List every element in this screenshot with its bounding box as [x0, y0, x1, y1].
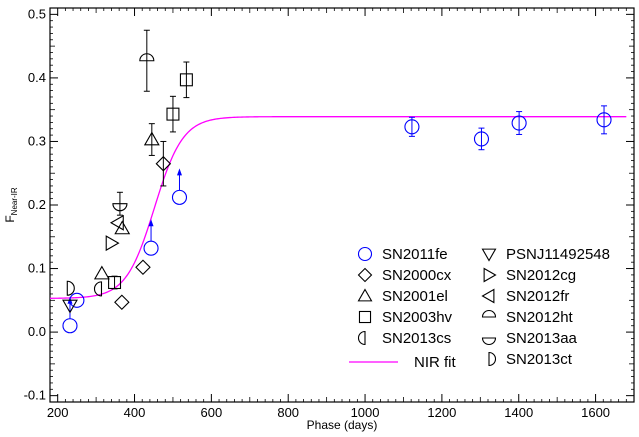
- point-sn2000cx: [155, 155, 172, 172]
- y-tick-label: 0.4: [28, 70, 46, 85]
- point-sn2013ct: [66, 280, 75, 296]
- legend-label-sn2001el: SN2001el: [382, 288, 448, 305]
- lower-limit-arrowhead-sn2011fe: [176, 168, 182, 176]
- x-tick-label: 1600: [581, 405, 610, 420]
- legend-marker-sn2012fr: [481, 288, 495, 304]
- legend-label-sn2000cx: SN2000cx: [382, 267, 452, 284]
- legend-marker-sn2003hv: [358, 310, 372, 324]
- axis-ticks: 200 400 600 800 1000 1200 1400 1600 -0.1 0.0 0.1 0.…: [24, 6, 635, 420]
- point-sn2012fr: [109, 214, 124, 231]
- legend: SN2011fe SN2000cx SN2001el SN2003hv SN2013cs…: [349, 246, 610, 371]
- point-sn2003hv: [166, 107, 180, 121]
- y-tick-label: 0.1: [28, 261, 46, 276]
- y-axis-label-sub: Near-IR: [10, 187, 19, 215]
- point-sn2011fe: [404, 119, 420, 135]
- legend-label-sn2013ct: SN2013ct: [506, 351, 573, 368]
- point-sn2003hv: [179, 73, 193, 87]
- y-tick-label: 0.3: [28, 133, 46, 148]
- point-sn2003hv: [108, 276, 122, 290]
- x-tick-label: 1400: [504, 405, 533, 420]
- point-sn2000cx: [135, 259, 151, 276]
- point-sn2001el: [93, 265, 110, 280]
- legend-label-sn2003hv: SN2003hv: [382, 309, 453, 326]
- y-axis-label-main: F: [3, 215, 17, 222]
- x-tick-label: 400: [124, 405, 146, 420]
- legend-marker-sn2013aa: [481, 337, 497, 346]
- x-tick-label: 1000: [351, 405, 380, 420]
- lower-limit-arrowhead-sn2011fe: [148, 219, 154, 227]
- legend-label-sn2011fe: SN2011fe: [382, 246, 448, 263]
- legend-marker-sn2012cg: [483, 267, 497, 283]
- point-sn2001el: [114, 220, 131, 235]
- legend-marker-sn2011fe: [357, 246, 373, 262]
- legend-label-nir-fit: NIR fit: [414, 354, 457, 371]
- point-sn2000cx: [114, 294, 130, 311]
- point-sn2012ht: [139, 53, 155, 62]
- point-sn2013cs: [93, 281, 103, 297]
- y-tick-label: 0.5: [28, 6, 46, 21]
- point-sn2011fe: [511, 115, 527, 131]
- x-tick-label: 800: [277, 405, 299, 420]
- x-tick-label: 600: [201, 405, 223, 420]
- point-sn2012cg: [105, 235, 120, 252]
- legend-label-sn2013cs: SN2013cs: [382, 330, 451, 347]
- point-sn2011fe: [473, 131, 490, 147]
- x-tick-label: 200: [47, 405, 69, 420]
- legend-label-sn2012cg: SN2012cg: [506, 267, 576, 284]
- point-sn2011fe: [143, 240, 159, 256]
- y-tick-label: -0.1: [24, 388, 46, 403]
- legend-label-sn2013aa: SN2013aa: [506, 330, 578, 347]
- x-axis-label: Phase (days): [307, 418, 378, 432]
- legend-label-sn2012ht: SN2012ht: [506, 309, 574, 326]
- data-marks: [62, 29, 612, 334]
- point-sn2011fe: [62, 318, 78, 334]
- y-axis-label: FNear-IR: [3, 187, 19, 223]
- point-sn2011fe: [171, 189, 188, 205]
- y-tick-label: 0.2: [28, 197, 46, 212]
- point-sn2013aa: [112, 203, 128, 212]
- point-psnj11492548: [62, 299, 78, 314]
- point-sn2011fe: [596, 112, 612, 128]
- legend-marker-sn2012ht: [481, 309, 497, 318]
- y-tick-label: 0.0: [28, 324, 46, 339]
- nir-fit-curve: [49, 116, 627, 299]
- legend-marker-sn2000cx: [357, 267, 373, 283]
- legend-marker-sn2001el: [357, 288, 373, 302]
- legend-marker-sn2013cs: [357, 330, 366, 346]
- x-tick-label: 1200: [427, 405, 456, 420]
- point-sn2001el: [143, 131, 160, 146]
- legend-label-sn2012fr: SN2012fr: [506, 288, 569, 305]
- legend-label-psnj11492548: PSNJ11492548: [506, 246, 610, 263]
- legend-marker-sn2013ct: [488, 351, 497, 367]
- svg-text:FNear-IR: FNear-IR: [3, 187, 19, 223]
- fit-layer: [49, 116, 627, 299]
- legend-marker-psnj11492548: [481, 248, 497, 262]
